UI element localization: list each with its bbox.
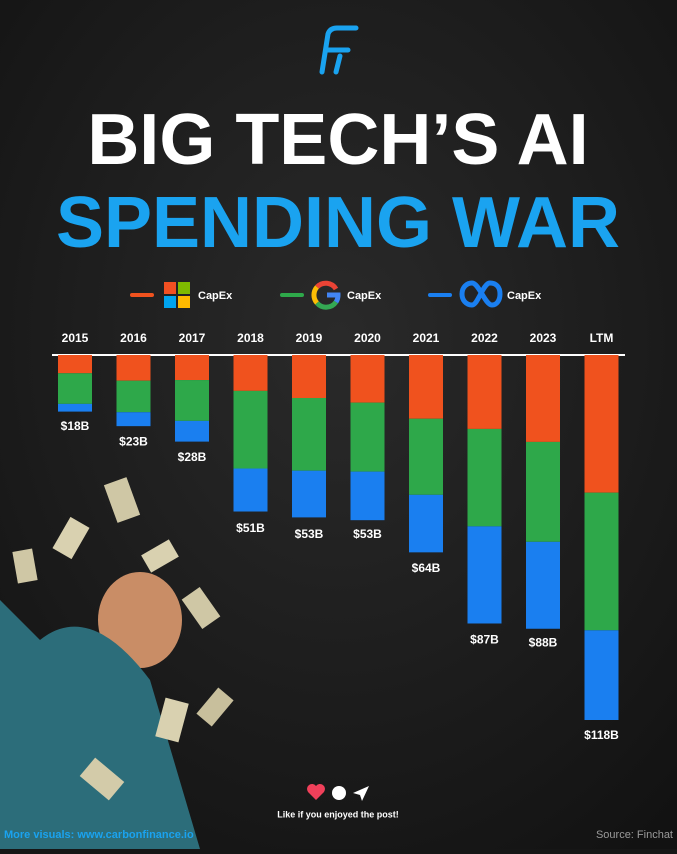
bar-segment <box>58 355 92 374</box>
bar-segment <box>175 355 209 381</box>
bar-segment <box>233 355 268 391</box>
legend-label: CapEx <box>507 290 542 302</box>
bar-segment <box>233 390 268 469</box>
total-label: $64B <box>412 561 441 575</box>
x-tick-label: 2020 <box>354 331 381 345</box>
total-label: $118B <box>584 728 619 742</box>
total-label: $88B <box>529 635 558 649</box>
bar-segment <box>58 373 92 404</box>
heart-icon <box>307 784 325 800</box>
bar-segment <box>292 397 326 471</box>
total-label: $28B <box>178 450 207 464</box>
bar-segment <box>584 492 619 631</box>
bar-segment <box>175 420 209 442</box>
bar-segment <box>584 630 619 720</box>
comment-icon <box>332 786 346 800</box>
subtitle: SPENDING WAR <box>56 183 620 263</box>
google-logo <box>311 280 341 310</box>
x-tick-label: 2017 <box>179 331 206 345</box>
bar-segment <box>350 355 385 403</box>
bar-segment <box>584 355 619 493</box>
bar-segment <box>58 403 92 412</box>
x-tick-label: 2022 <box>471 331 498 345</box>
x-tick-label: 2016 <box>120 331 147 345</box>
x-tick-label: 2018 <box>237 331 264 345</box>
brand-logo <box>319 25 359 75</box>
bar-segment <box>292 470 326 518</box>
microsoft-logo <box>164 282 190 308</box>
bar-segment <box>175 380 209 421</box>
title: BIG TECH’S AI <box>87 100 588 180</box>
total-label: $23B <box>119 434 148 448</box>
footer: Like if you enjoyed the post! <box>277 809 399 819</box>
bar-segment <box>350 402 385 472</box>
share-icon <box>353 786 369 801</box>
bar-segment <box>467 355 502 429</box>
bar-segment <box>233 468 268 512</box>
total-label: $51B <box>236 521 265 535</box>
total-label: $87B <box>470 632 499 646</box>
bar-segment <box>116 412 151 427</box>
bar-segment <box>116 380 151 413</box>
total-label: $18B <box>61 419 90 433</box>
bar-segment <box>116 355 151 381</box>
x-tick-label: 2019 <box>296 331 323 345</box>
total-label: $53B <box>353 527 382 541</box>
x-tick-label: 2015 <box>62 331 89 345</box>
decoration <box>0 477 234 849</box>
legend-label: CapEx <box>347 290 382 302</box>
credit: More visuals: www.carbonfinance.io <box>4 829 194 841</box>
bar-segment <box>350 471 385 521</box>
source: Source: Finchat <box>596 829 673 841</box>
bar-segment <box>409 494 443 553</box>
bar-segment <box>292 355 326 398</box>
meta-logo <box>459 280 503 308</box>
bar-segment <box>467 526 502 624</box>
bar-segment <box>409 355 443 419</box>
bar-segment <box>526 355 560 442</box>
total-label: $53B <box>295 527 324 541</box>
x-tick-label: 2023 <box>530 331 557 345</box>
bar-segment <box>526 541 560 629</box>
bar-segment <box>526 441 560 542</box>
bar-segment <box>467 428 502 527</box>
x-tick-label: 2021 <box>413 331 440 345</box>
legend-label: CapEx <box>198 290 233 302</box>
x-tick-label: LTM <box>590 331 614 345</box>
bar-segment <box>409 418 443 495</box>
